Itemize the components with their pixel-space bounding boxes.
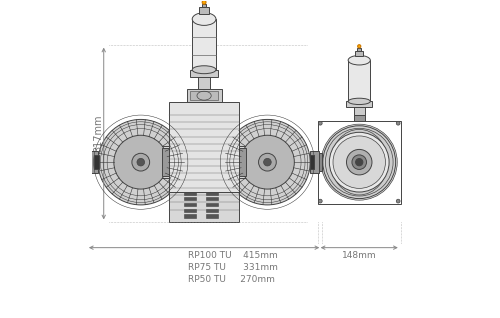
Circle shape (326, 128, 393, 196)
Bar (170, 192, 239, 222)
Ellipse shape (192, 13, 216, 25)
Circle shape (318, 121, 322, 125)
Bar (192, 19, 216, 70)
Circle shape (137, 158, 144, 166)
Bar (354, 115, 365, 121)
Bar (319, 153, 322, 171)
Text: RP75 TU      331mm: RP75 TU 331mm (188, 263, 278, 272)
Bar (184, 203, 196, 206)
Bar (184, 209, 196, 212)
Bar (354, 107, 365, 115)
Circle shape (358, 45, 361, 48)
Bar (346, 101, 372, 107)
Bar (160, 146, 170, 178)
Circle shape (318, 199, 322, 203)
Text: 317mm: 317mm (93, 115, 103, 152)
Circle shape (356, 159, 363, 166)
Bar (206, 197, 218, 200)
Bar (170, 102, 239, 192)
Bar (162, 148, 170, 176)
Circle shape (132, 153, 150, 171)
Bar (94, 155, 98, 169)
Bar (190, 91, 218, 100)
Ellipse shape (192, 66, 216, 74)
Bar (356, 51, 363, 56)
Bar (206, 203, 218, 206)
Bar (310, 155, 314, 169)
Bar (206, 192, 218, 195)
Circle shape (240, 135, 294, 189)
Bar (184, 214, 196, 218)
Circle shape (396, 121, 400, 125)
Bar (198, 77, 210, 89)
Circle shape (321, 124, 397, 200)
Ellipse shape (348, 98, 370, 105)
Circle shape (258, 153, 276, 171)
Bar (184, 192, 196, 195)
Text: 148mm: 148mm (342, 251, 376, 260)
Bar (239, 148, 246, 176)
Text: RP100 TU    415mm: RP100 TU 415mm (188, 251, 278, 260)
Circle shape (396, 199, 400, 203)
Circle shape (333, 136, 386, 188)
Circle shape (264, 158, 271, 166)
Bar (184, 197, 196, 200)
Circle shape (224, 120, 310, 205)
Text: RP50 TU     270mm: RP50 TU 270mm (188, 275, 275, 284)
Bar (89, 151, 98, 173)
Circle shape (330, 132, 389, 192)
Bar (206, 214, 218, 218)
Bar (318, 121, 400, 204)
Circle shape (346, 149, 372, 175)
Bar (190, 70, 218, 77)
Circle shape (202, 0, 206, 4)
Bar (202, 3, 206, 7)
Ellipse shape (348, 55, 370, 65)
Bar (86, 153, 89, 171)
Bar (186, 89, 222, 102)
Circle shape (323, 126, 396, 198)
Bar (348, 60, 370, 101)
Circle shape (98, 120, 184, 205)
Bar (206, 209, 218, 212)
Circle shape (352, 155, 366, 169)
Circle shape (114, 135, 168, 189)
Bar (358, 48, 361, 51)
Bar (199, 7, 209, 14)
Bar (310, 151, 319, 173)
Bar (239, 146, 248, 178)
